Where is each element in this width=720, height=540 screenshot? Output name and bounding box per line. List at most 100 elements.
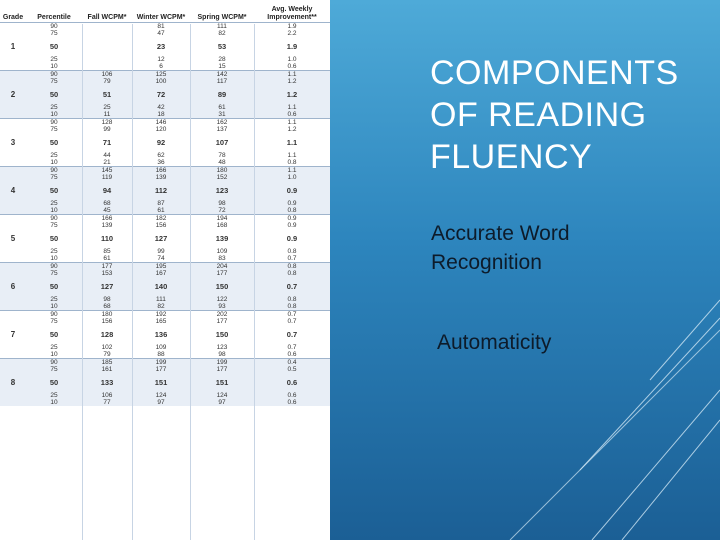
row-spacer [0, 195, 330, 200]
table-cell: 124 [132, 392, 190, 399]
table-cell: 10 [26, 63, 82, 71]
table-cell: 2.2 [254, 30, 330, 37]
row-spacer [0, 243, 330, 248]
table-cell: 177 [190, 318, 254, 325]
table-cell: 1.1 [254, 152, 330, 159]
table-cell [82, 56, 132, 63]
table-cell: 0.6 [254, 111, 330, 119]
table-cell: 0.8 [254, 270, 330, 277]
table-row: 90 128 146 162 1.1 [0, 119, 330, 126]
table-cell [82, 23, 132, 30]
table-cell: 137 [190, 126, 254, 133]
table-row: 7 50 128 136 150 0.7 [0, 330, 330, 339]
grade-cell [0, 311, 26, 318]
grade-cell [0, 71, 26, 78]
table-cell: 28 [190, 56, 254, 63]
grade-cell [0, 318, 26, 325]
table-cell: 133 [82, 378, 132, 387]
table-cell: 0.7 [254, 318, 330, 325]
table-cell: 25 [26, 248, 82, 255]
table-cell: 42 [132, 104, 190, 111]
table-cell: 50 [26, 234, 82, 243]
table-cell: 168 [190, 222, 254, 229]
table-cell: 47 [132, 30, 190, 37]
table-row: 4 50 94 112 123 0.9 [0, 186, 330, 195]
table-cell: 25 [26, 56, 82, 63]
table-cell: 99 [82, 126, 132, 133]
table-cell: 120 [132, 126, 190, 133]
table-row: 1 50 23 53 1.9 [0, 42, 330, 51]
table-cell: 117 [190, 78, 254, 85]
table-row: 2 50 51 72 89 1.2 [0, 90, 330, 99]
table-cell: 94 [82, 186, 132, 195]
table-cell: 77 [82, 399, 132, 406]
title-line: FLUENCY [430, 138, 593, 176]
table-cell: 128 [82, 330, 132, 339]
table-cell: 192 [132, 311, 190, 318]
table-cell: 127 [82, 282, 132, 291]
table-cell: 185 [82, 359, 132, 366]
table-cell: 146 [132, 119, 190, 126]
table-cell: 195 [132, 263, 190, 270]
table-cell: 112 [132, 186, 190, 195]
grade-cell [0, 248, 26, 255]
table-cell: 21 [82, 159, 132, 167]
grade-cell [0, 56, 26, 63]
table-cell: 15 [190, 63, 254, 71]
bullet-accurate-word-recognition: Accurate Word Recognition [431, 222, 570, 274]
grade-cell [0, 174, 26, 181]
row-spacer [0, 133, 330, 138]
grade-cell [0, 78, 26, 85]
grade-cell [0, 366, 26, 373]
table-cell: 136 [132, 330, 190, 339]
table-cell: 61 [132, 207, 190, 215]
table-cell: 97 [132, 399, 190, 406]
table-cell: 1.2 [254, 126, 330, 133]
table-cell: 0.9 [254, 215, 330, 222]
table-cell: 1.1 [254, 104, 330, 111]
row-spacer [0, 325, 330, 330]
table-cell: 142 [190, 71, 254, 78]
table-cell: 98 [190, 351, 254, 359]
table-cell: 122 [190, 296, 254, 303]
table-header-row: Grade Percentile Fall WCPM* Winter WCPM*… [0, 0, 330, 23]
table-cell: 0.9 [254, 234, 330, 243]
grade-cell [0, 303, 26, 311]
table-row: 75 153 167 177 0.8 [0, 270, 330, 277]
table-cell: 25 [82, 104, 132, 111]
table-cell: 153 [82, 270, 132, 277]
table-row: 75 119 139 152 1.0 [0, 174, 330, 181]
table-cell: 75 [26, 78, 82, 85]
column-divider [132, 24, 133, 540]
grade-cell: 4 [0, 186, 26, 195]
table-row: 25 102 109 123 0.7 [0, 344, 330, 351]
table-cell: 10 [26, 159, 82, 167]
decorative-lines [509, 299, 720, 540]
header-fall: Fall WCPM* [87, 14, 127, 21]
table-cell: 161 [82, 366, 132, 373]
table-row: 10 79 88 98 0.6 [0, 351, 330, 359]
table-cell: 145 [82, 167, 132, 174]
title-line: OF READING [430, 96, 647, 134]
table-cell: 109 [190, 248, 254, 255]
grade-cell: 2 [0, 90, 26, 99]
table-cell: 194 [190, 215, 254, 222]
table-cell: 92 [132, 138, 190, 147]
table-cell: 111 [190, 23, 254, 30]
table-row: 90 177 195 204 0.8 [0, 263, 330, 270]
table-cell: 50 [26, 330, 82, 339]
table-cell: 177 [190, 270, 254, 277]
grade-cell [0, 222, 26, 229]
table-cell: 50 [26, 90, 82, 99]
table-cell: 82 [132, 303, 190, 311]
table-cell: 162 [190, 119, 254, 126]
table-cell: 139 [190, 234, 254, 243]
row-spacer [0, 339, 330, 344]
grade-cell: 1 [0, 42, 26, 51]
table-cell: 82 [190, 30, 254, 37]
table-cell: 90 [26, 71, 82, 78]
table-row: 25 25 42 61 1.1 [0, 104, 330, 111]
row-spacer [0, 85, 330, 90]
group-divider [0, 166, 330, 167]
